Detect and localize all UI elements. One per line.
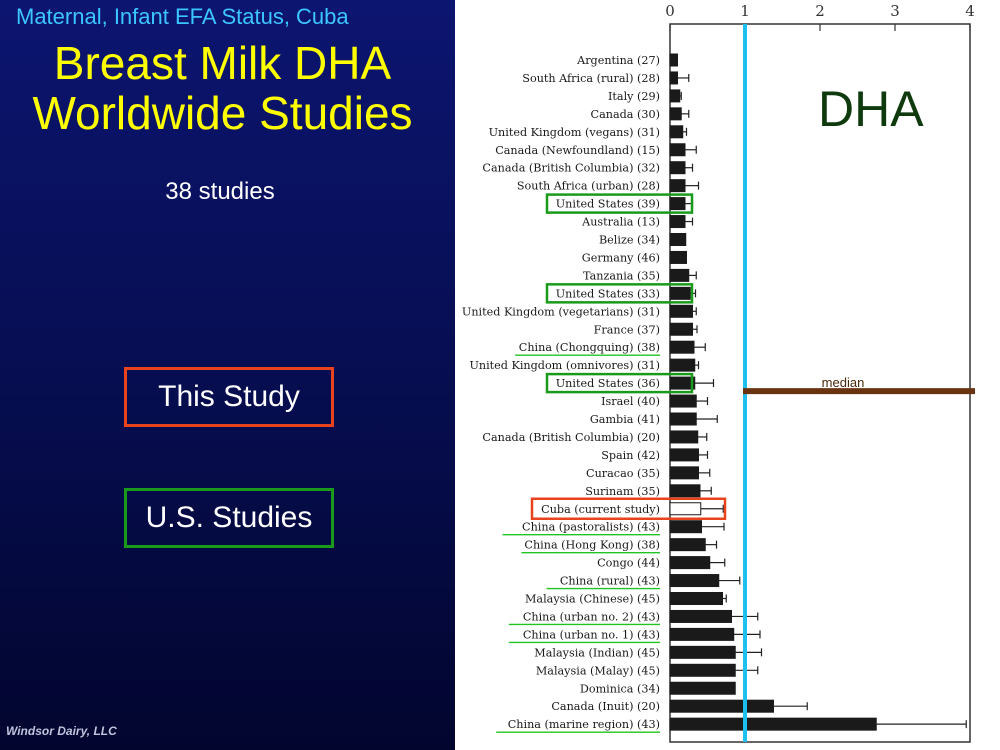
category-label: Tanzania (35) [583,269,660,282]
category-label: China (marine region) (43) [508,718,660,731]
category-label: Israel (40) [601,395,660,408]
category-label: China (rural) (43) [560,575,660,588]
data-bar [669,520,702,534]
data-bar [669,125,684,139]
data-bar [669,681,736,695]
data-bar [669,322,693,336]
category-label: United States (39) [556,198,660,211]
data-bar [669,645,736,659]
category-label: United Kingdom (vegans) (31) [489,126,660,139]
data-bar [669,233,687,246]
chart-panel: 0 1 2 3 4 Argentina (27) South Africa (rural) … [455,0,1000,750]
data-bar [669,448,699,462]
this-study-highlight [530,497,727,520]
category-label: United Kingdom (omnivores) (31) [469,359,660,372]
data-bar [669,71,678,85]
title-line-2: Worldwide Studies [32,87,413,139]
legend-us-studies-label: U.S. Studies [145,501,313,534]
category-label: China (Hong Kong) (38) [524,539,660,552]
data-bar [669,304,693,318]
data-bar [669,107,682,121]
x-tick-label: 1 [740,2,750,20]
title-line-1: Breast Milk DHA [53,37,392,89]
category-label: Germany (46) [582,251,660,264]
category-label: Canada (British Columbia) (32) [482,162,660,175]
data-bar [669,412,697,426]
data-bar [669,250,687,264]
data-bar [669,143,686,157]
category-label: Congo (44) [597,557,660,570]
data-bar [669,89,681,103]
x-tick-label: 2 [815,2,825,20]
category-label: Argentina (27) [576,54,660,67]
legend-us-studies: U.S. Studies [124,488,334,548]
category-label: Italy (29) [608,90,660,103]
category-label: South Africa (urban) (28) [517,180,660,193]
chart-title: DHA [818,81,924,137]
category-label: United States (36) [556,377,660,390]
data-bar [669,394,697,408]
x-tick-label: 0 [665,2,675,20]
category-label: Canada (British Columbia) (20) [482,431,660,444]
category-label: Cuba (current study) [541,503,660,516]
category-label: China (urban no. 1) (43) [523,628,660,641]
data-bar [669,358,696,372]
category-label: China (urban no. 2) (43) [523,610,660,623]
category-label: Surinam (35) [585,485,660,498]
x-tick-label: 4 [965,2,975,20]
data-bar [669,286,691,300]
data-bar [669,574,720,588]
category-label: Canada (Newfoundland) (15) [495,144,660,157]
category-label: Canada (30) [591,108,660,121]
data-bar [669,663,736,677]
x-tick-label: 3 [890,2,900,20]
category-label: Malaysia (Malay) (45) [536,664,660,677]
legend-this-study-label: This Study [158,380,300,413]
dha-bar-chart: 0 1 2 3 4 Argentina (27) South Africa (rural) … [462,2,975,743]
data-bar [669,502,702,516]
category-label: Australia (13) [581,216,660,229]
us-study-highlight [545,372,694,394]
data-bar [669,179,686,193]
data-bar [669,717,877,731]
data-bar [669,627,735,641]
data-bar [669,430,699,444]
data-bar [669,161,686,175]
category-label: Spain (42) [601,449,660,462]
legend-this-study: This Study [124,367,334,427]
category-label: Canada (Inuit) (20) [551,700,660,713]
footer-credit: Windsor Dairy, LLC [6,724,117,738]
data-bar [669,215,686,229]
category-label: Belize (34) [599,234,660,247]
category-label: China (pastoralists) (43) [522,521,660,534]
study-count: 38 studies [165,178,275,205]
us-study-highlight [545,193,694,214]
category-label: Dominica (34) [580,682,660,695]
data-bar [669,268,690,282]
slide-subtitle: Maternal, Infant EFA Status, Cuba [16,4,349,29]
data-bar [669,484,701,498]
category-label: China (Chongquing) (38) [519,341,660,354]
median-label: median [822,375,865,390]
category-label: Gambia (41) [590,413,660,426]
category-label: Curacao (35) [586,467,660,480]
category-label: United Kingdom (vegetarians) (31) [462,305,660,318]
slide-title: Breast Milk DHA Worldwide Studies [10,38,435,138]
data-bar [669,466,699,480]
data-bar [669,592,723,605]
data-bar [669,197,686,211]
data-bar [669,53,678,67]
data-bar [669,609,732,623]
data-bar [669,538,706,552]
data-bar [669,340,695,354]
category-label: Malaysia (Chinese) (45) [525,593,660,606]
data-bar [669,556,711,570]
data-bar [669,699,774,713]
category-label: South Africa (rural) (28) [522,72,660,85]
category-label: Malaysia (Indian) (45) [534,646,660,659]
category-label: France (37) [594,323,660,336]
category-label: United States (33) [556,287,660,300]
us-study-highlight [545,283,694,304]
